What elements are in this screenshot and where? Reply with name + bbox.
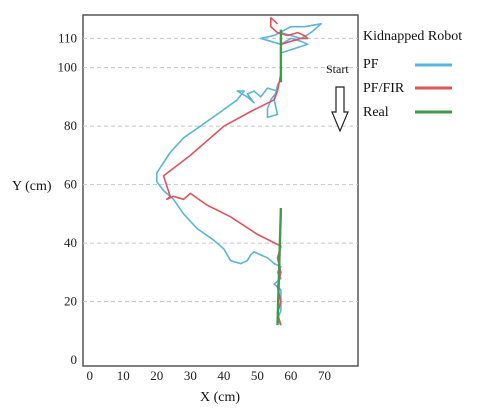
y-tick-label: 60 xyxy=(64,177,77,192)
legend: Kidnapped Robot PF PF/FIR Real xyxy=(363,29,462,120)
y-axis-label: Y (cm) xyxy=(12,179,52,194)
plot-frame xyxy=(82,14,359,367)
x-tick-label: 40 xyxy=(217,368,230,383)
y-tick-label: 80 xyxy=(64,118,77,133)
tick-labels: 0 20 40 60 80 100 110 0 10 20 30 40 50 60 70 xyxy=(58,30,331,383)
series-line-real xyxy=(276,207,283,326)
series-lines xyxy=(156,17,322,326)
y-tick-label: 40 xyxy=(64,235,77,250)
x-axis-label: X (cm) xyxy=(200,390,240,405)
legend-label-pf-fir: PF/FIR xyxy=(363,81,405,96)
legend-label-pf: PF xyxy=(363,57,379,72)
x-tick-label: 10 xyxy=(117,368,130,383)
x-tick-label: 50 xyxy=(251,368,264,383)
x-tick-label: 60 xyxy=(284,368,297,383)
y-tick-label: 100 xyxy=(58,60,78,75)
start-annotation: Start xyxy=(326,62,349,133)
start-label: Start xyxy=(326,62,349,76)
x-tick-label: 30 xyxy=(184,368,197,383)
legend-label-real: Real xyxy=(363,105,389,120)
x-tick-label: 20 xyxy=(150,368,163,383)
y-tick-label: 110 xyxy=(58,30,77,45)
y-tick-label: 20 xyxy=(64,294,77,309)
grid xyxy=(83,37,358,303)
legend-title: Kidnapped Robot xyxy=(363,29,462,44)
x-tick-label: 70 xyxy=(318,368,331,383)
y-tick-label: 0 xyxy=(71,352,78,367)
x-tick-label: 0 xyxy=(86,368,93,383)
start-arrow-icon xyxy=(331,86,349,133)
